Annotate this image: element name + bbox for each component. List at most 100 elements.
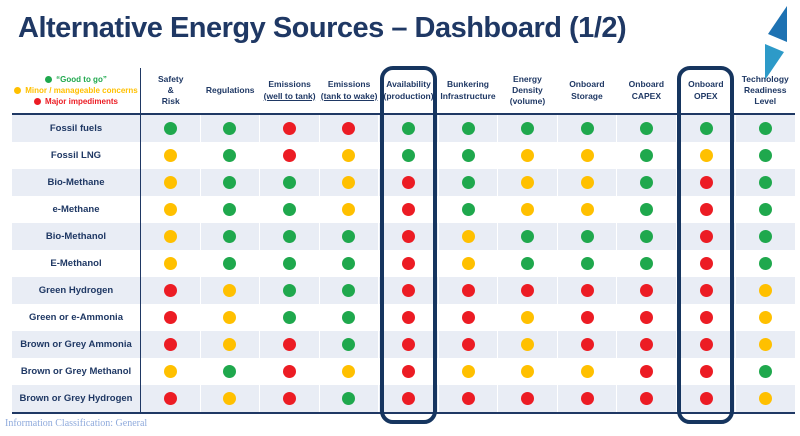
status-cell-regulations: [199, 196, 260, 223]
status-cell-bunkering-infrastructure: [437, 169, 498, 196]
column-header-onboard-capex: Onboard CAPEX: [617, 68, 676, 113]
row-label: Brown or Grey Hydrogen: [12, 385, 141, 412]
status-cell-regulations: [199, 358, 260, 385]
status-cell-energy-density-volume: [497, 115, 557, 142]
status-cell-availability-production: [378, 277, 438, 304]
status-dot-yellow: [223, 392, 237, 405]
status-cell-onboard-opex: [675, 277, 736, 304]
status-dot-green: [580, 257, 594, 270]
status-cell-bunkering-infrastructure: [437, 358, 498, 385]
status-dot-green: [163, 122, 177, 135]
status-dot-red: [461, 392, 475, 405]
status-cell-onboard-storage: [556, 331, 617, 358]
status-cell-safety-risk: [141, 115, 200, 142]
column-header-line: Energy: [513, 73, 542, 84]
table-row: Bio-Methanol: [12, 223, 795, 250]
status-dot-red: [521, 284, 535, 297]
status-cell-onboard-opex: [675, 115, 736, 142]
status-dot-yellow: [342, 203, 356, 216]
status-dot-red: [699, 176, 713, 189]
status-dot-yellow: [521, 149, 535, 162]
status-cell-bunkering-infrastructure: [437, 223, 498, 250]
status-dot-green: [580, 122, 594, 135]
status-cell-emissions-well-to-tank: [259, 115, 319, 142]
status-cell-regulations: [199, 142, 260, 169]
legend-item-label: “Good to go”: [56, 75, 107, 84]
status-dot-red: [699, 338, 713, 351]
status-dot-yellow: [580, 203, 594, 216]
status-cell-emissions-well-to-tank: [259, 142, 319, 169]
status-dot-yellow: [223, 284, 237, 297]
status-dot-green: [342, 338, 356, 351]
status-dot-green: [223, 230, 237, 243]
status-dot-green: [521, 122, 535, 135]
status-cell-technology-readiness-level: [735, 196, 795, 223]
status-dot-red: [401, 365, 415, 378]
status-cell-onboard-storage: [556, 277, 617, 304]
column-header-line: Risk: [161, 96, 180, 107]
status-dot-green: [461, 176, 475, 189]
status-cell-onboard-storage: [556, 142, 617, 169]
status-dot-red: [699, 311, 713, 324]
legend-item: Minor / manageable concerns: [14, 86, 138, 95]
status-cell-energy-density-volume: [497, 169, 557, 196]
status-dot-green: [521, 257, 535, 270]
table-row: Brown or Grey Ammonia: [12, 331, 795, 358]
status-dot-yellow: [759, 311, 773, 324]
status-cell-emissions-tank-to-wake: [318, 277, 379, 304]
column-headers: Safety & Risk Regulations Emissions (well to …: [141, 68, 795, 113]
status-cell-emissions-well-to-tank: [259, 196, 319, 223]
table-row: Green or e-Ammonia: [12, 304, 795, 331]
status-dot-red: [521, 392, 535, 405]
status-cell-bunkering-infrastructure: [437, 385, 498, 412]
status-cell-onboard-capex: [616, 142, 676, 169]
table-row: Fossil fuels: [12, 115, 795, 142]
status-dot-red: [699, 392, 713, 405]
column-header-line: Storage: [571, 90, 603, 101]
status-dot-red: [163, 311, 177, 324]
column-header-line: CAPEX: [631, 90, 661, 101]
status-cell-availability-production: [378, 196, 438, 223]
table-row: Fossil LNG: [12, 142, 795, 169]
column-header-line: Technology: [741, 73, 789, 84]
status-dot-yellow: [163, 149, 177, 162]
status-dot-yellow: [163, 230, 177, 243]
status-cell-safety-risk: [141, 223, 200, 250]
page-title: Alternative Energy Sources – Dashboard (…: [18, 12, 627, 44]
table-row: Green Hydrogen: [12, 277, 795, 304]
legend: “Good to go” Minor / manageable concerns M…: [12, 68, 141, 113]
status-cell-onboard-capex: [616, 223, 676, 250]
legend-dot-icon: [14, 87, 22, 94]
status-cell-safety-risk: [141, 142, 200, 169]
status-dot-red: [401, 176, 415, 189]
status-dot-green: [223, 203, 237, 216]
status-dot-green: [640, 230, 654, 243]
column-header-line: Regulations: [205, 84, 255, 95]
status-cell-onboard-storage: [556, 304, 617, 331]
status-cell-safety-risk: [141, 385, 200, 412]
status-cell-technology-readiness-level: [735, 385, 795, 412]
status-cell-onboard-opex: [675, 358, 736, 385]
row-label: Green Hydrogen: [12, 277, 141, 304]
status-dot-green: [640, 149, 654, 162]
column-header-line: Bunkering: [446, 79, 489, 90]
status-dot-green: [401, 122, 415, 135]
status-cell-emissions-well-to-tank: [259, 358, 319, 385]
column-header-technology-readiness-level: Technology Readiness Level: [736, 68, 795, 113]
column-header-line: Density: [512, 84, 543, 95]
status-dot-green: [342, 392, 356, 405]
row-label: Fossil LNG: [12, 142, 141, 169]
legend-item: Major impediments: [34, 97, 118, 106]
status-cell-emissions-tank-to-wake: [318, 331, 379, 358]
status-cell-technology-readiness-level: [735, 250, 795, 277]
column-header-line: Emissions: [268, 79, 311, 90]
status-dot-yellow: [759, 284, 773, 297]
status-dot-green: [223, 122, 237, 135]
status-cell-onboard-opex: [675, 250, 736, 277]
table-row: E-Methanol: [12, 250, 795, 277]
status-dot-yellow: [163, 203, 177, 216]
status-cell-emissions-tank-to-wake: [318, 169, 379, 196]
status-cell-emissions-tank-to-wake: [318, 358, 379, 385]
status-cell-onboard-opex: [675, 196, 736, 223]
status-dot-green: [342, 257, 356, 270]
